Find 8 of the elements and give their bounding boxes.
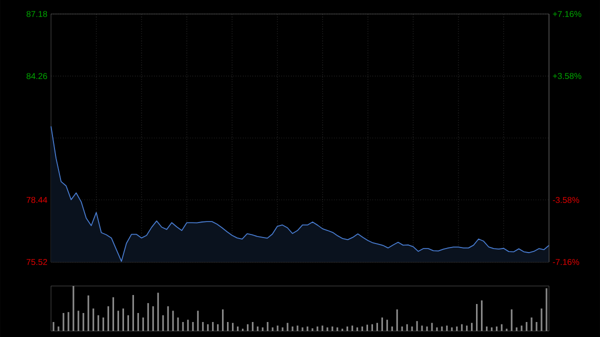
y-tick-label: 75.52 bbox=[26, 258, 48, 265]
y2-tick-label: -7.16% bbox=[552, 258, 580, 265]
y2-tick-label: +3.58% bbox=[552, 72, 582, 79]
y2-tick-label: +7.16% bbox=[552, 10, 582, 17]
y-tick-label: 78.44 bbox=[26, 196, 48, 203]
y-tick-label: 87.18 bbox=[26, 10, 48, 17]
y-tick-label: 84.26 bbox=[26, 73, 48, 80]
y2-tick-label: -3.58% bbox=[552, 196, 580, 203]
